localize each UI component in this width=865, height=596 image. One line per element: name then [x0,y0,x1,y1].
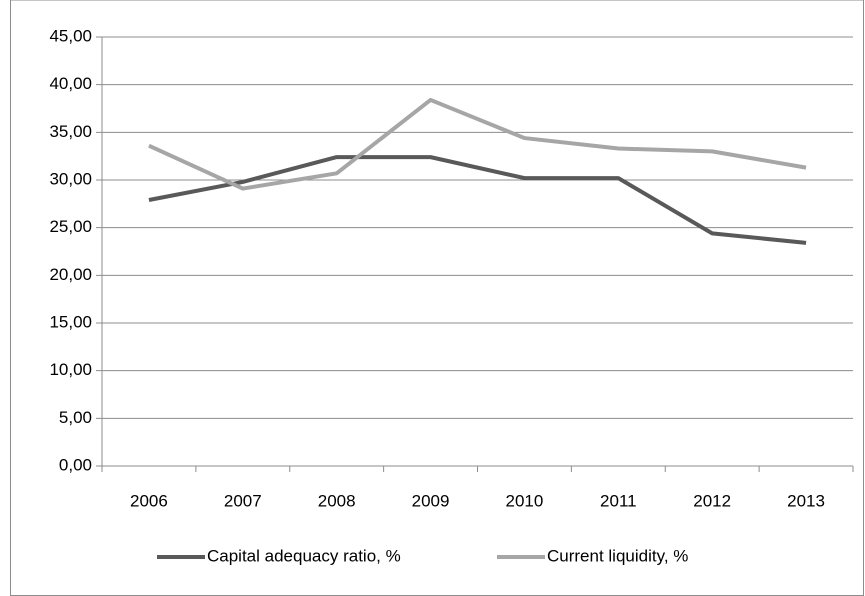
y-tick-label: 45,00 [49,26,92,45]
x-tick-label: 2012 [693,491,731,510]
y-tick-label: 10,00 [49,360,92,379]
x-tick-label: 2010 [506,491,544,510]
y-tick-label: 20,00 [49,265,92,284]
x-tick-label: 2007 [224,491,262,510]
x-tick-label: 2008 [318,491,356,510]
y-tick-label: 15,00 [49,312,92,331]
series-line [148,155,807,245]
y-tick-label: 40,00 [49,74,92,93]
series-line [148,97,807,191]
legend-label: Current liquidity, % [547,546,688,565]
y-tick-label: 25,00 [49,217,92,236]
y-tick-label: 30,00 [49,169,92,188]
y-tick-label: 0,00 [59,455,92,474]
x-tick-label: 2006 [130,491,168,510]
x-tick-label: 2011 [600,491,637,510]
x-tick-label: 2013 [787,491,825,510]
legend-label: Capital adequacy ratio, % [207,546,401,565]
chart-border [10,0,864,596]
x-tick-label: 2009 [412,491,450,510]
y-tick-label: 5,00 [59,408,92,427]
y-tick-label: 35,00 [49,122,92,141]
